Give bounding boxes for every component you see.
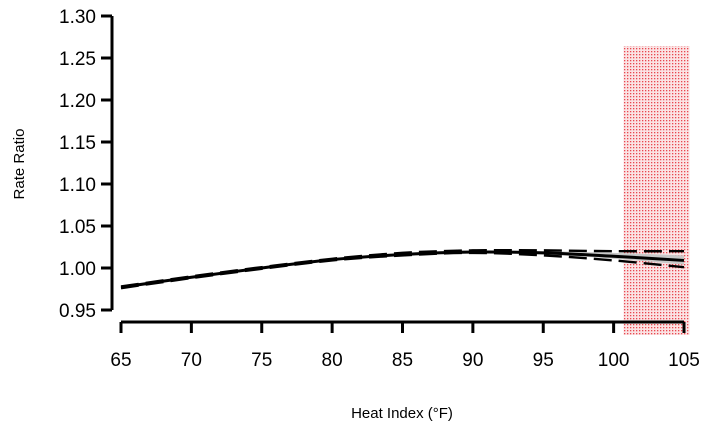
x-tick-label-7: 100 [598, 350, 630, 371]
x-tick-label-4: 85 [392, 350, 413, 371]
highlight-region [623, 46, 690, 335]
y-tick-label-7: 1.30 [59, 7, 96, 28]
y-tick-label-3: 1.10 [59, 175, 96, 196]
x-tick-label-5: 90 [462, 350, 483, 371]
x-tick-label-0: 65 [110, 350, 131, 371]
y-tick-label-5: 1.20 [59, 91, 96, 112]
y-axis-title: Rate Ratio [11, 129, 28, 200]
x-tick-label-8: 105 [668, 350, 700, 371]
y-tick-label-2: 1.05 [59, 217, 96, 238]
confidence-bound-line-1 [120, 248, 685, 288]
x-tick-label-1: 70 [181, 350, 202, 371]
y-tick-label-0: 0.95 [59, 301, 96, 322]
x-tick-label-6: 95 [533, 350, 554, 371]
y-tick-label-1: 1.00 [59, 259, 96, 280]
x-axis-title: Heat Index (°F) [351, 405, 453, 422]
x-tick-label-2: 75 [251, 350, 272, 371]
confidence-band [121, 250, 684, 288]
x-tick-label-3: 80 [322, 350, 343, 371]
y-tick-label-4: 1.15 [59, 133, 96, 154]
confidence-bound-line-2 [120, 251, 685, 290]
y-tick-label-6: 1.25 [59, 49, 96, 70]
